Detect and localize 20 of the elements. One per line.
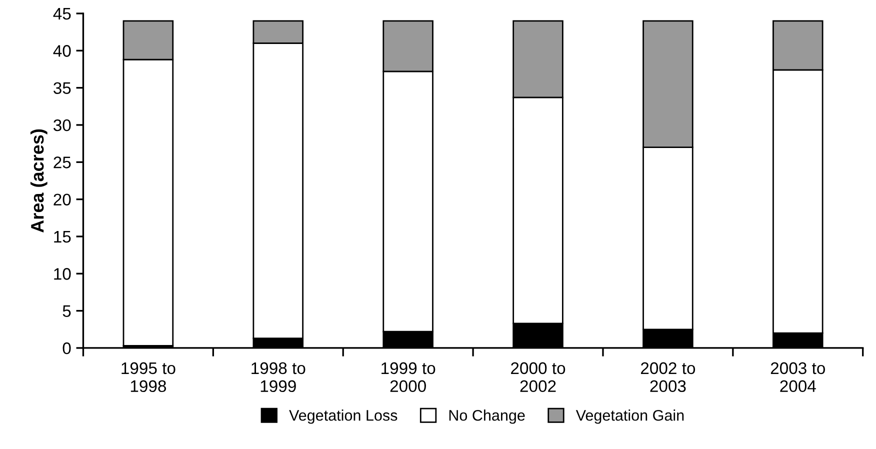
y-tick-label: 45 <box>53 8 71 20</box>
x-tick-label: 2002 to 2003 <box>640 362 696 392</box>
y-axis-title: Area (acres) <box>30 129 48 232</box>
x-tick-label: 1998 to 1999 <box>252 362 306 392</box>
y-tick-label: 40 <box>53 45 71 57</box>
x-tick-label: 2000 to 2002 <box>511 362 566 392</box>
y-tick-label: 10 <box>54 268 71 280</box>
y-tick-label: 20 <box>54 194 71 206</box>
x-tick-label: 1995 to 1998 <box>122 362 176 392</box>
y-tick-label: 15 <box>54 231 71 243</box>
y-tick-label: 0 <box>62 342 71 354</box>
legend-label: Vegetation Loss <box>289 410 398 424</box>
y-tick-label: 35 <box>54 82 71 94</box>
y-tick-label: 25 <box>54 156 71 168</box>
x-tick-label: 1999 to 2000 <box>382 362 436 392</box>
legend-label: Vegetation Gain <box>576 410 684 424</box>
y-tick-label: 5 <box>62 305 71 318</box>
x-tick-label: 2003 to 2004 <box>770 362 825 392</box>
y-tick-label: 30 <box>54 119 71 132</box>
legend-label: No Change <box>449 410 525 424</box>
